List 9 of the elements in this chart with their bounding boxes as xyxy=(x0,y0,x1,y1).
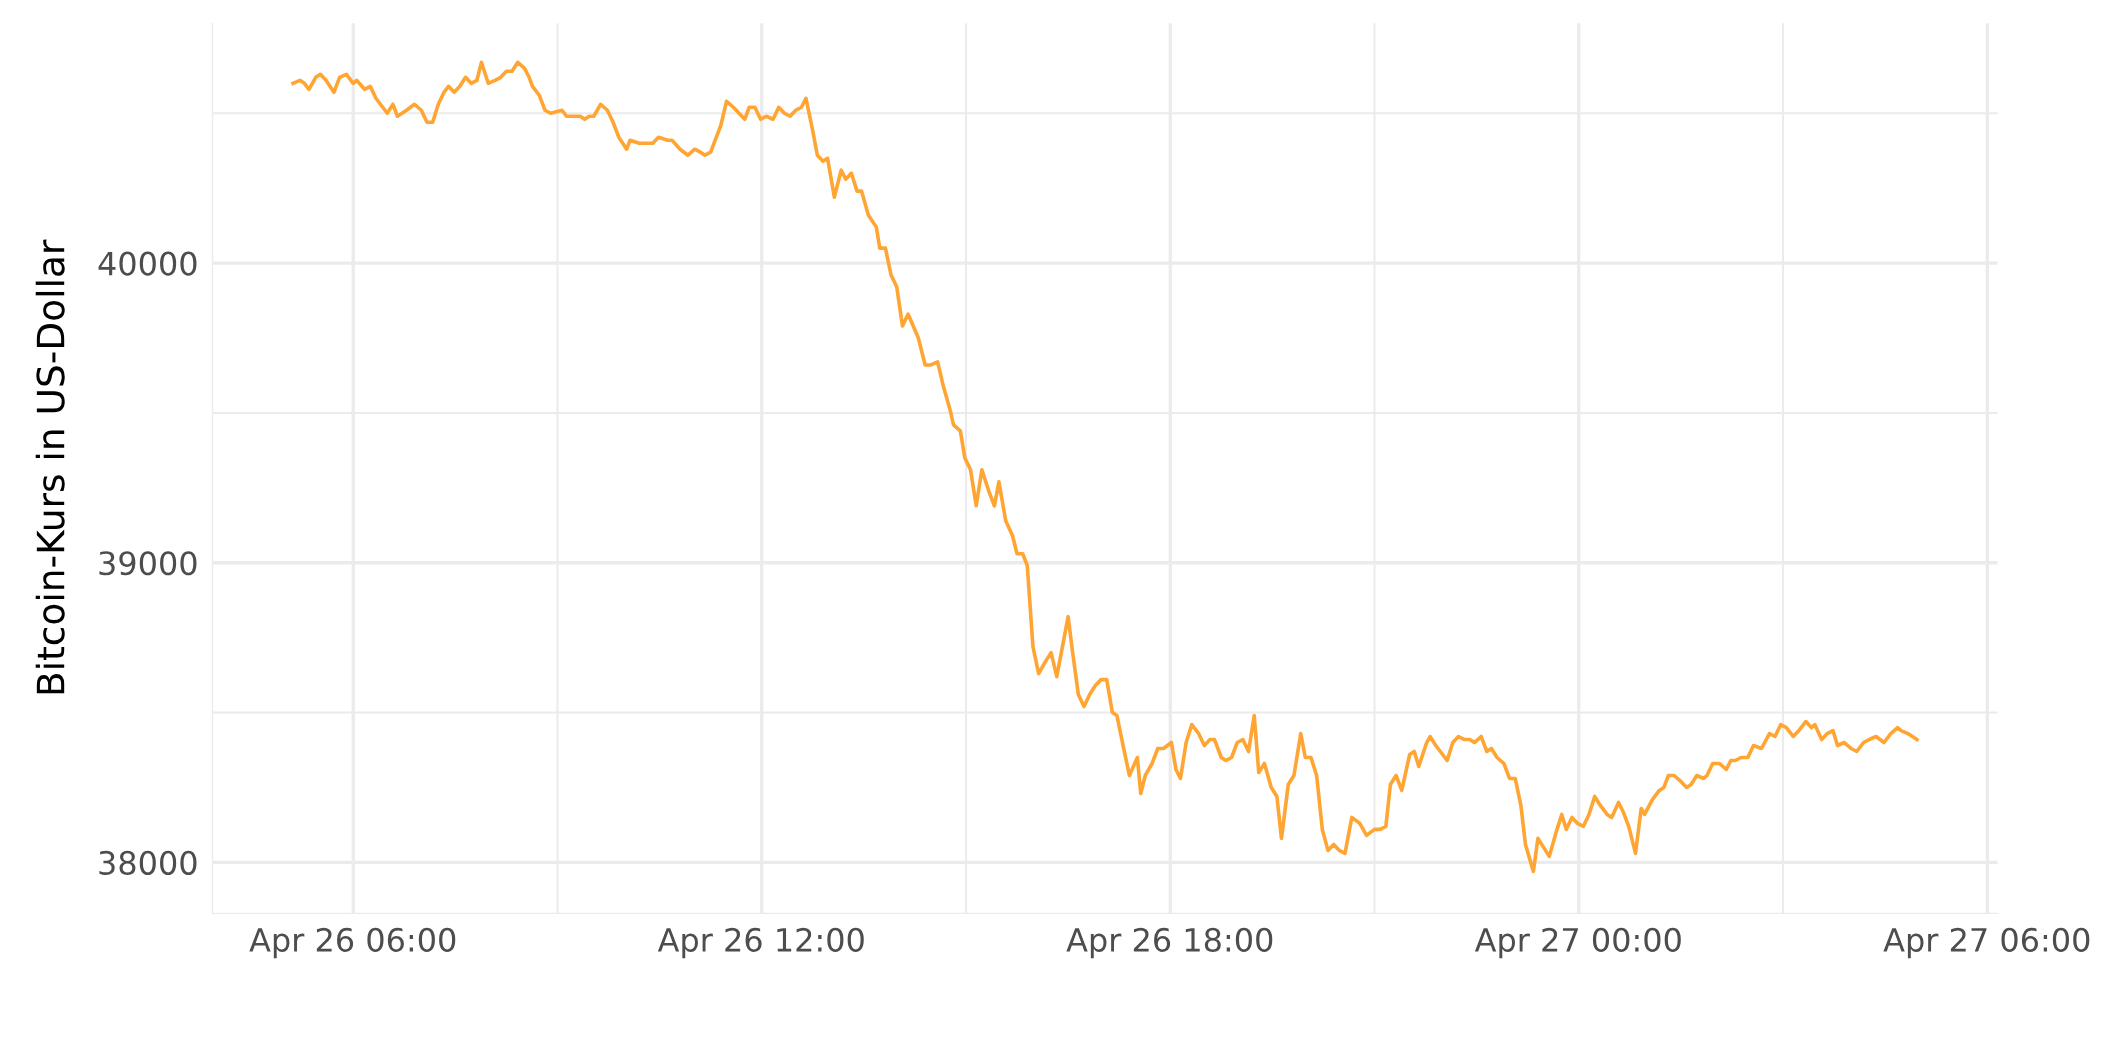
y-tick-label: 38000 xyxy=(99,850,197,875)
x-tick-label: Apr 26 18:00 xyxy=(1066,927,1273,959)
y-tick-label: 39000 xyxy=(99,551,197,576)
y-tick-label: 40000 xyxy=(98,251,197,276)
x-tick-label: Apr 26 06:00 xyxy=(249,927,456,959)
x-tick-label: Apr 26 12:00 xyxy=(657,927,864,959)
y-axis-title: Bitcoin-Kurs in US-Dollar xyxy=(35,239,65,694)
x-tick-label: Apr 27 06:00 xyxy=(1883,927,2090,959)
x-tick-label: Apr 27 00:00 xyxy=(1474,927,1681,959)
